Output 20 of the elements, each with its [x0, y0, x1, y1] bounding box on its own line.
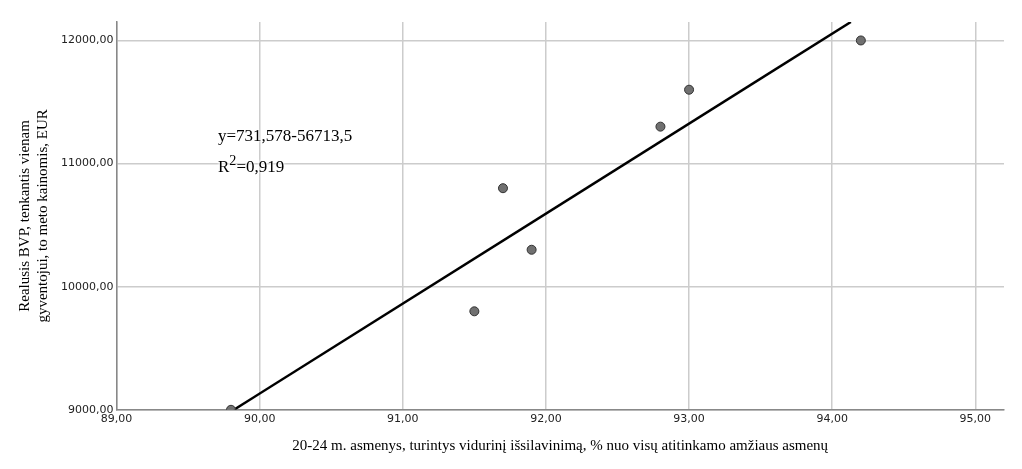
y-tick-label: 11000,00 [60, 156, 114, 170]
x-tick-label: 92,00 [530, 412, 562, 426]
x-tick-label: 91,00 [387, 412, 419, 426]
point [469, 306, 480, 317]
x-tick-label: 89,00 [100, 412, 133, 426]
x-axis-title: 20-24 m. asmenys, turintys vidurinį išsilavinimą, % nuo visų atitinkamo amžiaus asmenų [292, 436, 829, 453]
y-tick-label: 10000,00 [60, 279, 114, 293]
annotation: y=731,578-56713,5 [218, 125, 354, 147]
annotation: R$^{2}$=0,919 [218, 151, 286, 178]
point [497, 183, 508, 194]
y-axis-title: Realusis BVP, tenkantis vienam gyventojui, to meto kainomis, EUR [15, 109, 50, 323]
y-tick-label: 12000,00 [60, 33, 114, 47]
point [684, 84, 695, 95]
point [655, 121, 666, 132]
x-tick-label: 90,00 [243, 412, 276, 426]
x-tick-label: 95,00 [959, 412, 992, 426]
x-tick-label: 94,00 [816, 412, 848, 426]
x-tick-label: 93,00 [673, 412, 705, 426]
point [855, 35, 866, 46]
point [526, 244, 537, 255]
